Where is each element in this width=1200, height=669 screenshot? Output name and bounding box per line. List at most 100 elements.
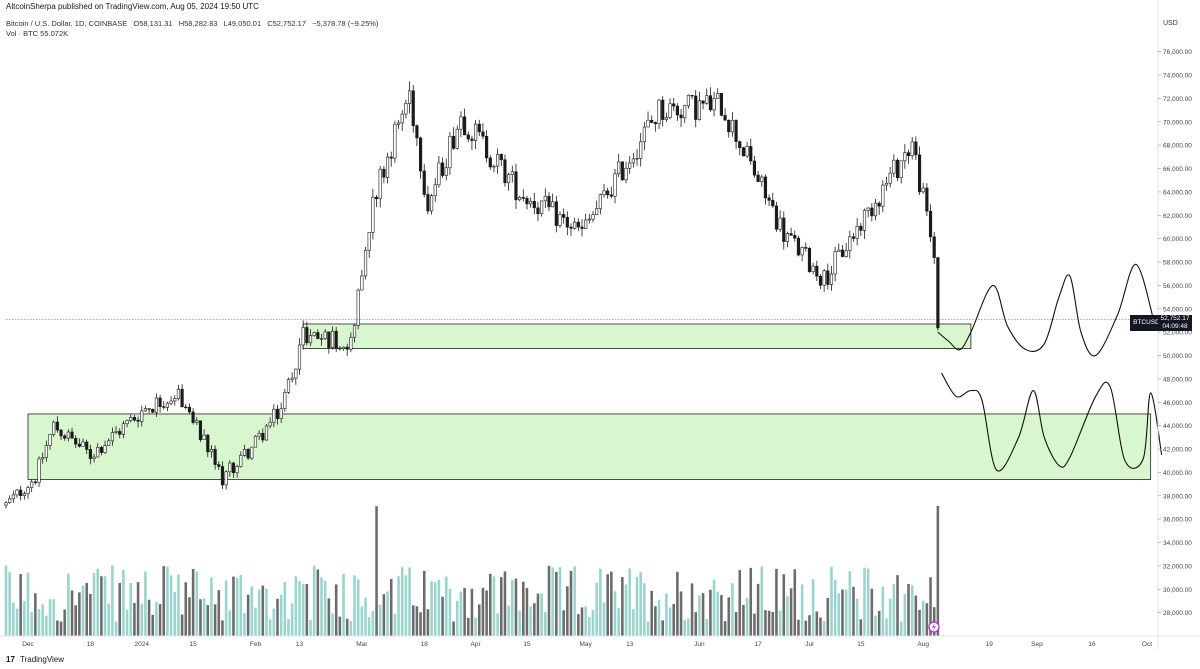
- volume-bar: [287, 619, 290, 636]
- candle-body: [356, 289, 360, 326]
- x-tick-label: Sep: [1031, 641, 1043, 648]
- volume-bar: [15, 608, 19, 636]
- candle-body: [70, 431, 74, 439]
- volume-bar: [705, 619, 709, 636]
- candle-body: [914, 141, 918, 156]
- y-tick-label: 34,000.00: [1163, 540, 1192, 547]
- price-axis: 28,000.00 30,000.00 32,000.00 34,000.00 36,0…: [1157, 0, 1192, 650]
- y-tick-label: 48,000.00: [1163, 376, 1192, 383]
- volume-bar: [210, 577, 213, 636]
- candle-body: [396, 122, 401, 125]
- candle-body: [15, 489, 19, 496]
- volume-bar: [837, 593, 841, 636]
- candle-body: [793, 235, 797, 239]
- candle-body: [639, 141, 643, 159]
- volume-bar: [246, 594, 250, 636]
- candle-body: [756, 174, 760, 182]
- volume-bar: [646, 621, 650, 636]
- volume-bar: [866, 568, 870, 636]
- candle-body: [85, 441, 89, 450]
- candle-body: [433, 184, 437, 197]
- volume-bar: [511, 579, 514, 636]
- volume-bar: [441, 596, 444, 636]
- open-value: O58,131.31: [133, 19, 173, 28]
- candle-body: [815, 265, 819, 277]
- candle-body: [917, 154, 922, 193]
- candle-body: [646, 119, 650, 128]
- volume-bar: [690, 583, 694, 636]
- volume-bar: [224, 580, 228, 636]
- candle-body: [661, 99, 665, 120]
- volume-bar: [910, 585, 914, 636]
- candle-body: [932, 236, 936, 258]
- candle-body: [121, 423, 125, 435]
- volume-bar: [144, 571, 147, 636]
- candle-body: [191, 411, 195, 423]
- y-tick-label: 72,000.00: [1163, 96, 1192, 103]
- candle-body: [844, 250, 848, 257]
- candle-body: [910, 141, 914, 157]
- volume-bar: [518, 610, 521, 636]
- candle-body: [767, 197, 771, 201]
- volume-bar: [749, 567, 753, 636]
- candle-body: [881, 184, 885, 207]
- y-tick-label: 42,000.00: [1163, 447, 1192, 454]
- candlestick-series: [4, 81, 940, 509]
- volume-bar: [881, 586, 885, 636]
- volume-bar: [852, 586, 855, 636]
- volume-bar: [367, 617, 371, 636]
- candle-body: [330, 330, 335, 348]
- volume-bar: [8, 571, 11, 636]
- candle-body: [697, 100, 701, 120]
- volume-bar: [298, 580, 301, 636]
- candle-body: [580, 226, 584, 229]
- volume-bar: [833, 579, 837, 636]
- candle-body: [202, 434, 206, 440]
- candle-body: [264, 425, 269, 441]
- volume-bar: [118, 582, 122, 636]
- y-tick-label: 52,000.00: [1163, 330, 1192, 337]
- candle-body: [294, 368, 298, 379]
- candle-body: [734, 119, 738, 142]
- volume-bar: [459, 591, 463, 636]
- volume-bar: [323, 580, 327, 636]
- candle-body: [242, 449, 247, 456]
- candle-body: [551, 201, 555, 208]
- candle-body: [154, 397, 159, 413]
- candle-body: [800, 247, 804, 256]
- volume-bar: [23, 601, 26, 636]
- volume-bar: [250, 586, 254, 636]
- volume-bar: [826, 598, 830, 636]
- candle-body: [903, 152, 907, 162]
- volume-bar: [848, 571, 852, 636]
- x-tick-label: 2024: [135, 641, 150, 648]
- candle-body: [650, 119, 654, 123]
- candle-body: [374, 196, 379, 200]
- candle-body: [404, 103, 408, 115]
- volume-bar: [789, 588, 793, 636]
- volume-bar: [199, 599, 202, 636]
- volume-bar: [661, 620, 664, 636]
- candle-body: [239, 455, 243, 467]
- volume-bar: [558, 567, 562, 636]
- volume-bar: [422, 570, 426, 636]
- candle-body: [400, 113, 404, 124]
- tradingview-footer[interactable]: 17 TradingView: [6, 655, 64, 664]
- volume-bar: [488, 573, 492, 636]
- candle-body: [327, 331, 331, 348]
- candle-body: [184, 406, 188, 409]
- candle-body: [532, 200, 536, 209]
- volume-bar: [907, 583, 910, 636]
- volume-bar: [665, 593, 668, 636]
- volume-bar: [180, 614, 184, 636]
- volume-bar: [709, 589, 712, 636]
- volume-bar: [338, 616, 342, 636]
- candle-body: [363, 249, 368, 277]
- volume-bar: [679, 591, 683, 636]
- volume-bar: [701, 593, 705, 636]
- candle-body: [873, 202, 878, 217]
- volume-bar: [771, 611, 775, 636]
- volume-bar: [885, 618, 888, 636]
- volume-bar: [162, 566, 166, 636]
